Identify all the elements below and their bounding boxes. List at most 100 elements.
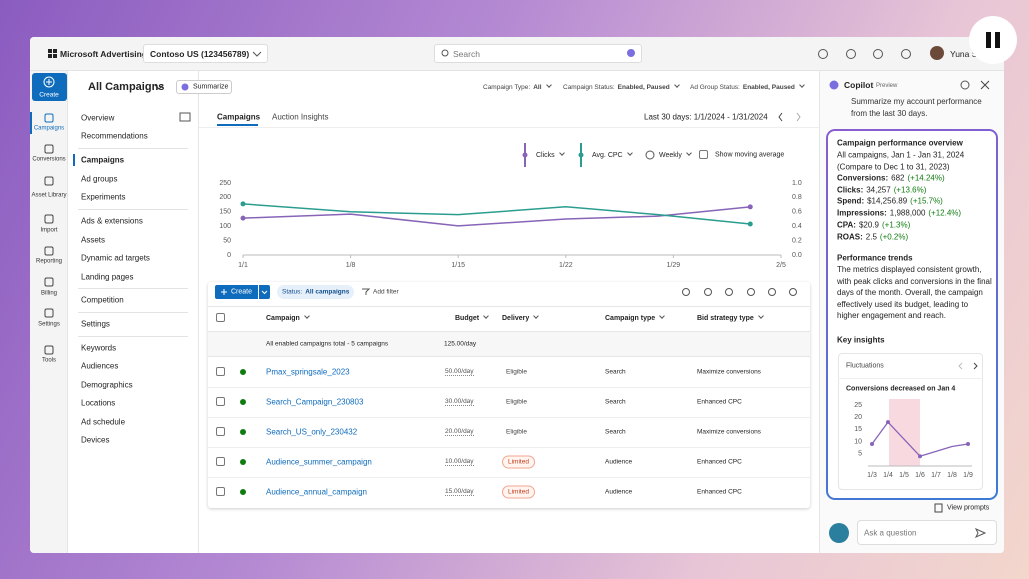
budget[interactable]: 10.00/day <box>445 458 474 466</box>
card-line: All campaigns, Jan 1 - Jan 31, 2024 <box>837 150 965 160</box>
budget[interactable]: 20.00/day <box>445 428 474 436</box>
create-label[interactable]: Create <box>39 91 59 99</box>
metric-value: 2.5 <box>865 232 877 241</box>
account-picker[interactable] <box>143 44 268 63</box>
date-range[interactable]: Last 30 days: 1/1/2024 - 1/31/2024 <box>644 112 768 122</box>
legend-item[interactable]: Avg. CPC <box>592 150 633 159</box>
trends-text: The metrics displayed consistent growth,… <box>837 265 992 321</box>
logo-square <box>52 49 57 53</box>
status-label: Status: <box>282 288 303 296</box>
rail-item[interactable]: Reporting <box>35 258 62 265</box>
budget[interactable]: 50.00/day <box>445 368 474 376</box>
legend-item[interactable]: Clicks <box>536 150 565 159</box>
rail-item[interactable]: Conversions <box>32 156 66 163</box>
create-label[interactable]: Create <box>231 288 253 296</box>
nav-item[interactable]: Competition <box>81 295 124 305</box>
nav-item[interactable]: Audiences <box>81 361 119 371</box>
checkbox[interactable] <box>216 427 225 436</box>
campaign-link[interactable]: Search_Campaign_230803 <box>266 397 364 407</box>
total-budget: 125.00/day <box>444 340 477 348</box>
legend-label: Avg. CPC <box>592 152 623 159</box>
budget[interactable]: 30.00/day <box>445 398 474 406</box>
divider <box>78 336 188 337</box>
campaign-link[interactable]: Search_US_only_230432 <box>266 427 358 437</box>
tab[interactable]: Auction Insights <box>272 112 329 122</box>
nav-item[interactable]: Campaigns <box>81 155 125 165</box>
add-filter[interactable]: Add filter <box>373 288 399 296</box>
nav-item[interactable]: Settings <box>81 319 110 329</box>
checkbox[interactable] <box>216 313 225 322</box>
checkbox[interactable] <box>699 150 708 159</box>
nav-item[interactable]: Assets <box>81 235 106 245</box>
total-row <box>208 331 810 357</box>
filter-dropdown[interactable]: Ad Group Status: Enabled, Paused <box>690 82 805 91</box>
nav-item[interactable]: Landing pages <box>81 272 134 282</box>
checkbox[interactable] <box>216 397 225 406</box>
nav-item[interactable]: Keywords <box>81 343 117 353</box>
divider <box>199 127 819 128</box>
metric-value: 682 <box>891 173 905 183</box>
divider <box>78 209 188 210</box>
interval-label: Weekly <box>659 152 682 159</box>
campaign-link[interactable]: Audience_summer_campaign <box>266 457 372 467</box>
checkbox-label[interactable]: Show moving average <box>715 151 785 159</box>
nav-item[interactable]: Recommendations <box>81 131 148 141</box>
nav-item[interactable]: Experiments <box>81 192 126 202</box>
column-label: Campaign type <box>605 315 656 322</box>
checkbox[interactable] <box>216 487 225 496</box>
rail-item[interactable]: Settings <box>38 321 60 328</box>
column-header[interactable]: Campaign type <box>605 313 666 322</box>
status-filter[interactable]: Status: All campaigns <box>282 289 349 296</box>
summarize-button[interactable] <box>176 80 232 94</box>
column-header[interactable]: Delivery <box>502 313 540 322</box>
column-label: Delivery <box>502 315 530 322</box>
rail-item[interactable]: Import <box>40 227 58 234</box>
rail-item[interactable]: Billing <box>40 290 57 297</box>
rail-item[interactable]: Asset Library <box>31 192 67 199</box>
chevron <box>685 150 692 156</box>
filter-dropdown[interactable]: Campaign Status: Enabled, Paused <box>563 82 680 91</box>
metric-label: Clicks: <box>837 185 864 195</box>
create-button[interactable] <box>215 285 258 299</box>
legend-label: Clicks <box>536 152 555 159</box>
search-box[interactable] <box>434 44 642 63</box>
table-card <box>208 282 810 508</box>
divider <box>208 447 810 448</box>
checkbox[interactable] <box>216 457 225 466</box>
user-name: Yuna S <box>950 49 978 59</box>
rail-item[interactable]: Campaigns <box>33 125 65 132</box>
account-name[interactable]: Contoso US (123456789) <box>150 49 250 59</box>
nav-item[interactable]: Devices <box>81 435 110 445</box>
nav-item[interactable]: Ad schedule <box>81 417 126 427</box>
nav-item[interactable]: Locations <box>81 398 116 408</box>
ask-placeholder[interactable]: Ask a question <box>864 528 917 538</box>
metric-value: 1,988,000 <box>889 208 926 218</box>
total-label: All enabled campaigns total - 5 campaign… <box>266 340 389 348</box>
page-title[interactable]: All Campaigns <box>88 81 165 93</box>
rail-item[interactable]: Tools <box>41 357 56 364</box>
bid-strategy: Enhanced CPC <box>697 398 742 406</box>
nav-item[interactable]: Ads & extensions <box>81 216 143 226</box>
interval-dropdown[interactable]: Weekly <box>659 150 692 159</box>
chevron <box>673 82 680 88</box>
summarize-label[interactable]: Summarize <box>193 83 229 91</box>
nav-item[interactable]: Overview <box>81 113 115 123</box>
nav-item[interactable]: Ad groups <box>81 174 118 184</box>
column-header[interactable]: Bid strategy type <box>697 313 764 322</box>
logo-square <box>48 53 52 58</box>
campaign-link[interactable]: Pmax_springsale_2023 <box>266 367 350 377</box>
nav-item[interactable]: Demographics <box>81 380 133 390</box>
search-placeholder[interactable]: Search <box>453 49 480 59</box>
create-menu[interactable] <box>259 285 270 299</box>
column-header[interactable]: Budget <box>455 313 489 322</box>
budget[interactable]: 15.00/day <box>445 488 474 496</box>
filter-dropdown[interactable]: Campaign Type: All <box>483 82 552 91</box>
checkbox[interactable] <box>216 367 225 376</box>
view-prompts[interactable]: View prompts <box>947 504 990 512</box>
status-chip[interactable] <box>277 285 354 299</box>
nav-item[interactable]: Dynamic ad targets <box>81 253 150 263</box>
campaign-link[interactable]: Audience_annual_campaign <box>266 487 367 497</box>
ask-input[interactable] <box>857 520 997 545</box>
column-header[interactable]: Campaign <box>266 313 310 322</box>
tab[interactable]: Campaigns <box>217 112 261 122</box>
